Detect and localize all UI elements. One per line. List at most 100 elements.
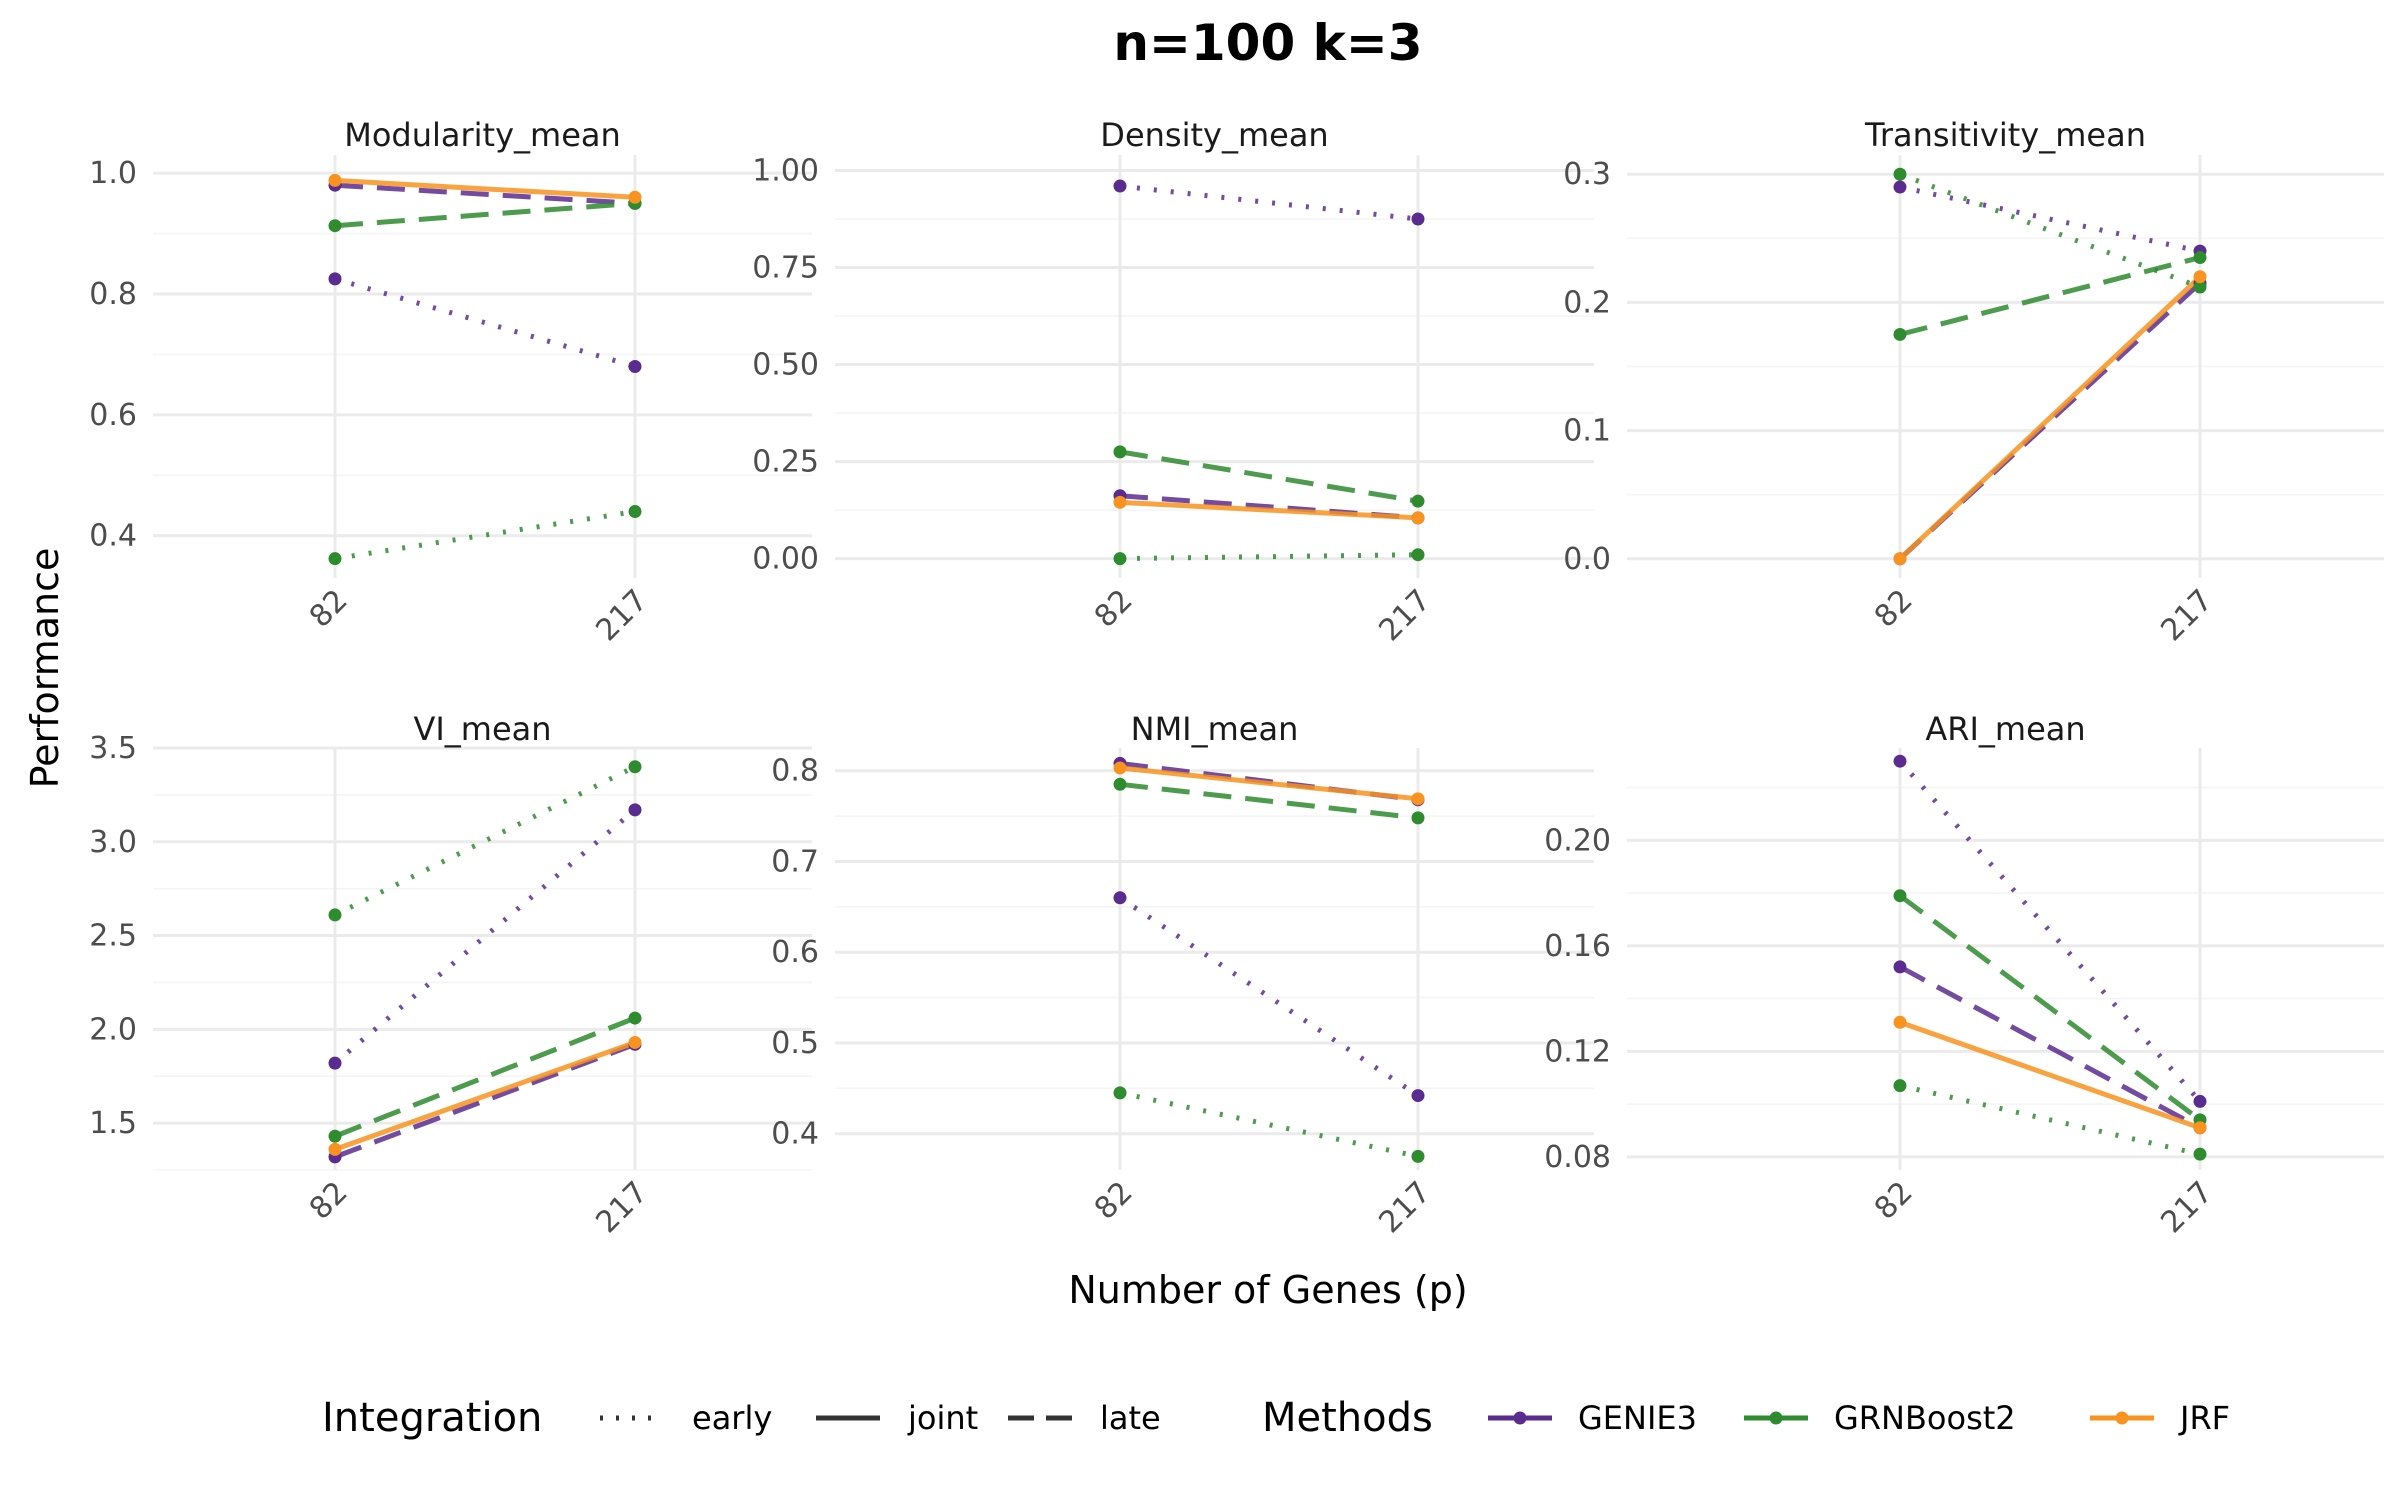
data-point	[1113, 495, 1127, 509]
y-tick-label: 0.16	[1544, 929, 1611, 964]
facet-panel: 1.5 2.0 2.5 3.0 3.5 82 217 VI_mean	[89, 710, 812, 1240]
data-point	[328, 219, 342, 233]
legend: Integration early joint late Methods GENIE3 GR…	[322, 1395, 2230, 1441]
y-tick-label: 2.0	[89, 1012, 137, 1047]
y-tick-label: 0.3	[1563, 157, 1611, 192]
y-tick-label: 3.0	[89, 825, 137, 860]
x-tick-label: 82	[1868, 1175, 1920, 1227]
data-point	[1113, 777, 1127, 791]
data-point	[628, 505, 642, 519]
data-point	[628, 803, 642, 817]
series-line	[334, 182, 636, 206]
series-line	[334, 1015, 636, 1139]
series-line	[1119, 499, 1419, 521]
data-point	[1893, 960, 1907, 974]
legend-integration-label: early	[692, 1399, 772, 1437]
facet-title: NMI_mean	[1131, 710, 1299, 748]
facet-title: Transitivity_mean	[1864, 116, 2146, 154]
facet-title: ARI_mean	[1925, 710, 2085, 748]
series-line	[1119, 765, 1419, 802]
facet-panel: 0.4 0.5 0.6 0.7 0.8 82 217 NMI_mean	[771, 710, 1594, 1240]
series-line	[1899, 171, 2201, 290]
series-line	[334, 276, 636, 369]
series-line	[1898, 964, 2202, 1131]
facet-panel: 0.0 0.1 0.2 0.3 82 217 Transitivity_mean	[1563, 116, 2384, 648]
x-tick-label: 217	[2154, 1175, 2219, 1240]
series-line	[1119, 493, 1419, 521]
series-line	[1119, 1090, 1419, 1159]
legend-integration-title: Integration	[322, 1395, 542, 1441]
y-tick-label: 0.08	[1544, 1140, 1611, 1175]
y-tick-label: 0.6	[771, 935, 819, 970]
data-point	[1411, 548, 1425, 562]
data-point	[1411, 792, 1425, 806]
facet-panels: 0.4 0.6 0.8 1.0 82 217 Modularity_mean 0.00 0.25…	[89, 116, 2384, 1240]
y-tick-label: 0.8	[771, 754, 819, 789]
series-line	[334, 1041, 636, 1160]
y-axis-label: Performance	[23, 548, 67, 789]
data-point	[628, 760, 642, 774]
y-tick-label: 0.1	[1563, 414, 1611, 449]
series-line	[1899, 255, 2201, 337]
y-tick-label: 1.00	[752, 154, 819, 189]
data-point	[1411, 1089, 1425, 1103]
x-tick-label: 217	[1372, 583, 1437, 648]
y-tick-label: 0.6	[89, 398, 137, 433]
data-point	[1411, 1149, 1425, 1163]
y-tick-label: 0.75	[752, 251, 819, 286]
series-line	[1898, 274, 2202, 561]
data-point	[328, 1129, 342, 1143]
data-point	[1411, 212, 1425, 226]
data-point	[328, 173, 342, 187]
data-point	[2193, 1121, 2207, 1135]
facet-title: Modularity_mean	[344, 116, 621, 154]
series-line	[1899, 1083, 2201, 1157]
data-point	[1411, 494, 1425, 508]
data-point	[328, 272, 342, 286]
data-point	[1411, 511, 1425, 525]
data-point	[2193, 270, 2207, 284]
legend-methods-title: Methods	[1262, 1395, 1433, 1441]
y-tick-label: 0.4	[89, 519, 137, 554]
x-tick-label: 82	[1088, 583, 1140, 635]
legend-integration-label: late	[1100, 1399, 1161, 1437]
data-point	[628, 1011, 642, 1025]
data-point	[1113, 891, 1127, 905]
data-point	[1893, 180, 1907, 194]
data-point	[1411, 811, 1425, 825]
y-tick-label: 0.5	[771, 1026, 819, 1061]
series-line	[1898, 893, 2202, 1122]
series-line	[1119, 183, 1419, 222]
facet-panel: 0.4 0.6 0.8 1.0 82 217 Modularity_mean	[89, 116, 812, 648]
series-line	[334, 177, 636, 200]
y-tick-label: 0.2	[1563, 285, 1611, 320]
y-tick-label: 0.50	[752, 348, 819, 383]
data-point	[328, 1056, 342, 1070]
y-tick-label: 0.20	[1544, 823, 1611, 858]
y-tick-label: 0.12	[1544, 1034, 1611, 1069]
data-point	[1893, 327, 1907, 341]
y-tick-label: 1.5	[89, 1106, 137, 1141]
y-tick-label: 3.5	[89, 731, 137, 766]
y-tick-label: 0.7	[771, 844, 819, 879]
series-line	[334, 1040, 636, 1152]
data-point	[2193, 1147, 2207, 1161]
data-point	[1113, 1086, 1127, 1100]
y-tick-label: 0.00	[752, 542, 819, 577]
data-point	[2193, 1094, 2207, 1108]
legend-method-label: GENIE3	[1578, 1399, 1697, 1437]
y-tick-label: 0.25	[752, 445, 819, 480]
y-tick-label: 1.0	[89, 156, 137, 191]
legend-integration-label: joint	[907, 1399, 978, 1437]
series-line	[1899, 1019, 2201, 1131]
legend-method-label: JRF	[2178, 1399, 2230, 1437]
x-tick-label: 217	[589, 583, 654, 648]
data-point	[1113, 552, 1127, 566]
data-point	[1893, 1015, 1907, 1029]
data-point	[1113, 445, 1127, 459]
x-tick-label: 217	[2154, 583, 2219, 648]
x-tick-label: 82	[303, 583, 355, 635]
facet-panel: 0.00 0.25 0.50 0.75 1.00 82 217 Density_mean	[752, 116, 1594, 648]
series-line	[1119, 781, 1419, 821]
series-line	[1118, 895, 1420, 1098]
